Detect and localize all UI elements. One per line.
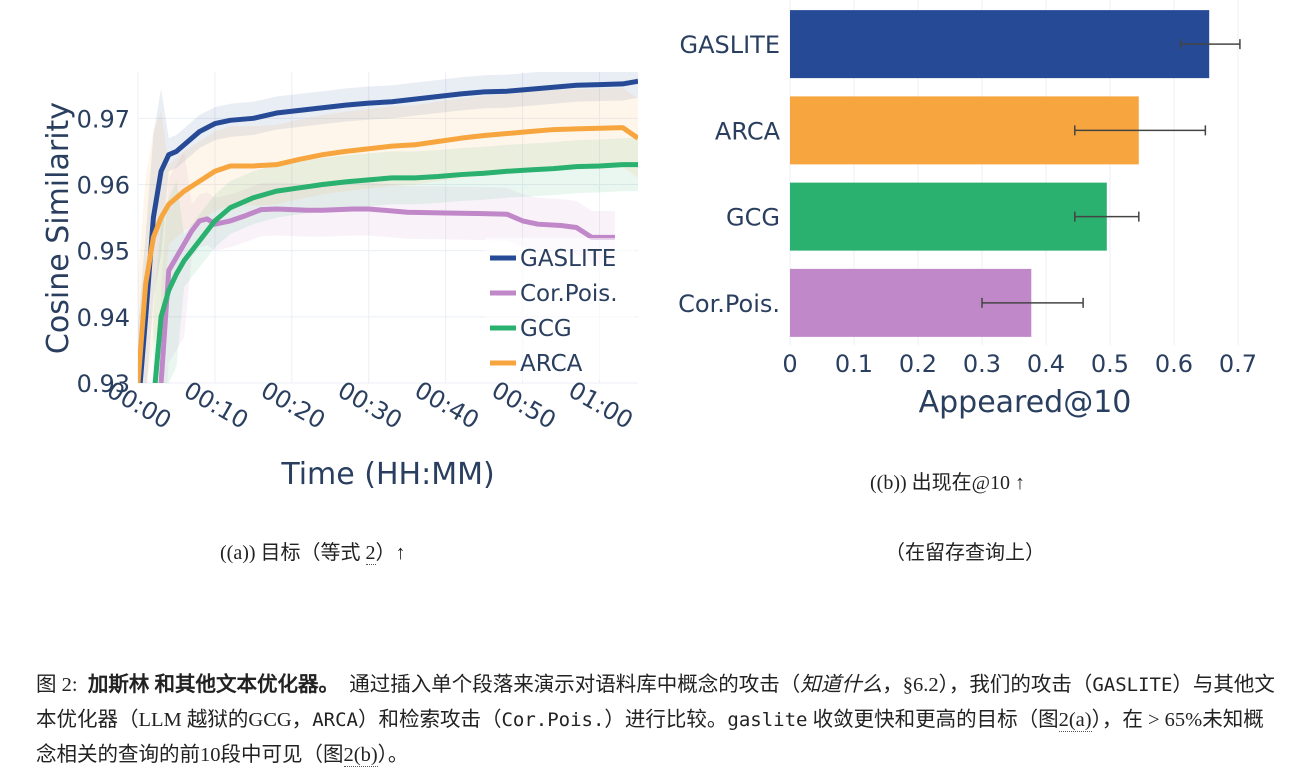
series-line-gcg — [152, 162, 638, 383]
series-line-arca — [138, 125, 638, 383]
x-tick-label: 00:10 — [179, 376, 253, 435]
caption-text: ，§6.2），我们的攻击（ — [882, 674, 1093, 696]
subcaption-b-note: （在留存查询上） — [885, 542, 1045, 564]
x-tick-label: 00:00 — [102, 376, 176, 435]
figure-ref-link[interactable]: 2(a) — [1058, 709, 1092, 732]
category-label: Cor.Pois. — [678, 290, 780, 318]
subcaption-a-prefix: ((a)) 目标（等式 — [220, 542, 366, 564]
y-tick-label: 0.93 — [77, 370, 130, 398]
caption-title: 加斯林 和其他文本优化器。 — [87, 674, 339, 696]
category-label: GCG — [726, 204, 780, 232]
caption-text: 通过插入单个段落来演示对语料库中概念的攻击（ — [349, 674, 801, 696]
x-tick-label: 01:00 — [564, 376, 638, 435]
legend: GASLITE Cor.Pois. GCG ARCA — [485, 238, 635, 380]
line-chart-cosine-similarity: 0.93 0.94 0.95 0.96 0.97 00:00 00:10 00:20 00:30… — [41, 72, 638, 492]
legend-label: GASLITE — [520, 246, 616, 272]
x-tick-label: 0.6 — [1155, 350, 1193, 378]
x-tick-label: 00:20 — [256, 376, 330, 435]
caption-text: ）。 — [377, 744, 409, 766]
y-tick-label: 0.96 — [77, 171, 130, 199]
bar-gcg — [790, 182, 1107, 251]
figure-ref-link[interactable]: 2(b) — [343, 744, 378, 767]
caption-text: ），在 > 65%未知概念相关的查询的前10段中可见（图 — [36, 709, 1264, 766]
series-line-gaslite — [138, 78, 638, 383]
y-axis-title: Cosine Similarity — [41, 102, 76, 354]
figure-caption: 图 2: 加斯林 和其他文本优化器。 通过插入单个段落来演示对语料库中概念的攻击… — [36, 668, 1281, 773]
x-tick-label: 0.4 — [1027, 350, 1065, 378]
caption-code: ARCA — [312, 709, 358, 731]
equation-link[interactable]: 2 — [365, 542, 376, 565]
x-tick-label: 0.3 — [963, 350, 1001, 378]
caption-code: Cor.Pois. — [501, 709, 605, 731]
subcaption-a-suffix: ）↑ — [375, 542, 406, 564]
x-tick-label: 0.2 — [899, 350, 937, 378]
category-label: GASLITE — [679, 31, 780, 59]
series-line-corpois — [158, 206, 615, 383]
x-tick-label: 00:40 — [410, 376, 484, 435]
legend-label: Cor.Pois. — [520, 281, 618, 307]
caption-text: ）和检索攻击（ — [357, 709, 502, 731]
x-axis-title: Appeared@10 — [919, 385, 1132, 420]
caption-italic: 知道什么 — [800, 674, 883, 696]
category-label: ARCA — [715, 117, 781, 145]
y-tick-label: 0.95 — [77, 238, 130, 266]
confidence-band — [138, 87, 638, 383]
bar-gaslite — [790, 10, 1210, 79]
caption-text: 收敛更快和更高的目标（图 — [807, 709, 1059, 731]
confidence-band — [153, 138, 638, 383]
caption-code: GASLITE — [1092, 674, 1173, 696]
caption-code: gaslite — [727, 709, 808, 731]
subcaption-a: ((a)) 目标（等式 2）↑ — [220, 536, 406, 565]
y-tick-label: 0.97 — [77, 105, 130, 133]
caption-text: ）进行比较。 — [604, 709, 728, 731]
caption-text: ）与其他文本优化器（LLM 越狱的GCG， — [36, 674, 1275, 731]
y-tick-label: 0.94 — [77, 304, 130, 332]
x-tick-label: 0.5 — [1091, 350, 1129, 378]
legend-label: GCG — [520, 316, 572, 342]
figure-label: 图 2: — [36, 674, 78, 696]
legend-label: ARCA — [520, 351, 583, 377]
x-tick-label: 0.1 — [835, 350, 873, 378]
x-tick-label: 00:30 — [333, 376, 407, 435]
x-axis-title: Time (HH:MM) — [280, 457, 494, 492]
bar-chart-appeared-at-10: GASLITE ARCA GCG Cor.Pois. 0 0.1 0.2 0.3 0.4 0.5 0… — [678, 0, 1257, 420]
subcaption-b: ((b)) 出现在@10 ↑ — [870, 472, 1026, 494]
x-tick-label: 0.7 — [1219, 350, 1257, 378]
x-tick-label: 0 — [782, 350, 797, 378]
x-tick-label: 00:50 — [487, 376, 561, 435]
